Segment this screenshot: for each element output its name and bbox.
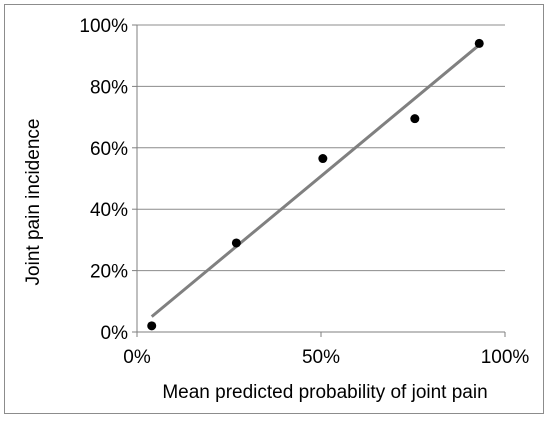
tick-labels-layer: 0% 20% 40% 60% 80% 100% 0% 50% 100% (79, 16, 529, 368)
x-tick-label: 0% (123, 347, 151, 368)
x-axis-title: Mean predicted probability of joint pain (162, 382, 487, 403)
y-tick-label: 80% (90, 77, 128, 98)
y-tick-label: 40% (90, 200, 128, 221)
data-point-3 (318, 154, 328, 164)
y-tick-label: 100% (79, 16, 128, 37)
trendline-layer (150, 43, 481, 318)
grid-layer (137, 24, 505, 272)
y-tick-label: 60% (90, 139, 128, 160)
y-tick-label: 20% (90, 262, 128, 283)
data-point-2 (231, 238, 241, 248)
data-point-1 (147, 321, 157, 331)
points-layer (147, 38, 484, 331)
x-tick-label: 50% (302, 347, 340, 368)
trendline (150, 43, 481, 318)
y-tick-label: 0% (101, 323, 129, 344)
x-tick-label: 100% (481, 347, 530, 368)
data-point-4 (410, 114, 420, 124)
axis-layer (132, 24, 506, 337)
y-axis-title: Joint pain incidence (23, 119, 44, 286)
data-point-5 (474, 38, 484, 48)
